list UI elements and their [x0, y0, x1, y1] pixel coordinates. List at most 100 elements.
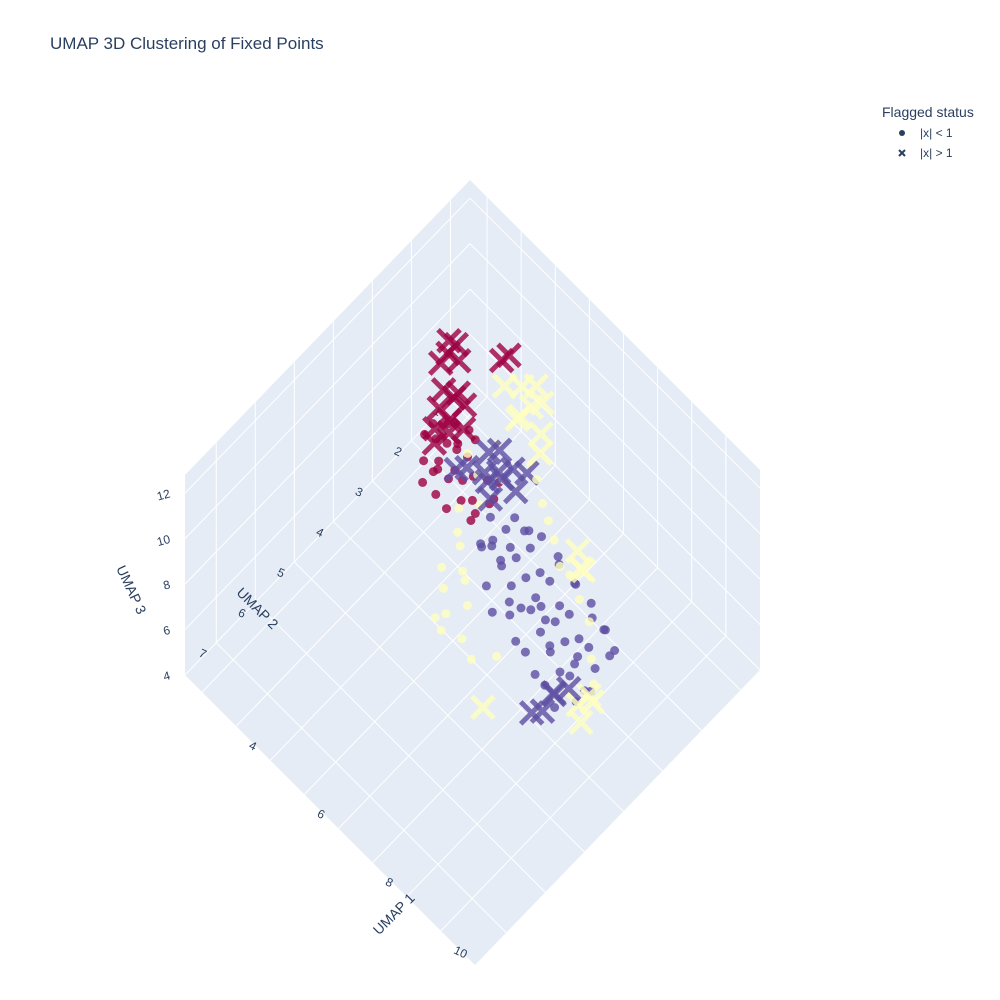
tick-label-umap3: 4: [162, 668, 172, 683]
point-yellow-circle: [430, 613, 440, 623]
point-yellow-circle: [436, 625, 446, 635]
gridline-x-floor: [440, 635, 727, 932]
point-purple-x: [486, 437, 513, 464]
point-yellow-x: [529, 390, 555, 416]
gridline-x-floor: [406, 601, 693, 898]
point-purple-circle: [487, 607, 497, 617]
legend-label: |x| > 1: [920, 146, 953, 160]
point-purple-x: [529, 698, 556, 724]
point-purple-x: [556, 675, 582, 702]
point-purple-circle: [511, 553, 521, 563]
point-yellow-circle: [584, 617, 594, 627]
point-purple-circle: [537, 532, 546, 542]
point-yellow-circle: [460, 575, 470, 585]
gridline-z-back: [469, 197, 761, 489]
point-yellow-circle: [549, 535, 559, 545]
side-wall-pane: [185, 180, 470, 675]
point-red-circle: [419, 456, 429, 466]
point-yellow-circle: [458, 566, 467, 576]
point-yellow-circle: [453, 527, 463, 537]
point-purple-circle: [520, 526, 529, 536]
tick-label-umap3: 10: [155, 532, 172, 549]
legend-label: |x| < 1: [920, 126, 953, 140]
tick-label-umap3: 12: [155, 486, 172, 503]
point-red-circle: [466, 516, 476, 525]
point-purple-circle: [536, 601, 546, 611]
point-purple-circle: [565, 671, 575, 681]
axis-title-umap1: UMAP 1: [370, 890, 418, 938]
point-purple-circle: [476, 539, 486, 549]
axis-panes: [185, 180, 760, 965]
point-purple-circle: [573, 652, 583, 662]
point-purple-circle: [530, 669, 540, 679]
point-red-circle: [456, 496, 466, 505]
point-red-x: [421, 430, 448, 456]
gridline-z-side: [184, 243, 471, 539]
point-yellow-circle: [439, 583, 448, 593]
point-red-circle: [442, 504, 451, 514]
circle-marker-icon: [899, 130, 905, 136]
gridline-x-floor: [269, 464, 556, 761]
gridline-z-side: [184, 288, 471, 585]
point-purple-x: [502, 478, 529, 505]
gridline-x-floor: [304, 499, 590, 795]
point-purple-circle: [560, 637, 570, 647]
point-purple-circle: [599, 625, 609, 635]
point-purple-circle: [555, 667, 565, 677]
point-purple-circle: [605, 651, 615, 661]
point-yellow-circle: [586, 654, 596, 664]
point-purple-circle: [553, 552, 563, 561]
gridline-y-floor: [411, 440, 702, 731]
point-purple-circle: [535, 568, 545, 578]
point-purple-circle: [550, 617, 560, 627]
tick-label-umap3: 8: [162, 577, 172, 592]
point-red-circle: [470, 509, 480, 518]
point-purple-circle: [545, 576, 555, 586]
gridline-y-floor: [372, 480, 663, 772]
point-yellow-circle: [575, 595, 584, 604]
point-purple-circle: [574, 634, 584, 644]
point-red-x: [445, 347, 472, 374]
point-purple-circle: [536, 627, 545, 637]
legend-item-x[interactable]: |x| > 1: [882, 144, 974, 164]
legend-title: Flagged status: [882, 104, 974, 120]
point-purple-circle: [525, 543, 535, 553]
point-purple-circle: [550, 703, 560, 712]
point-purple-circle: [584, 642, 594, 652]
data-points: [418, 327, 620, 736]
point-purple-circle: [526, 605, 536, 615]
gridline-y-floor: [293, 561, 585, 853]
gridline-x-floor: [372, 567, 659, 863]
point-purple-circle: [545, 641, 555, 651]
point-purple-circle: [510, 513, 520, 523]
point-red-x: [496, 342, 522, 369]
gridline-z-back: [469, 288, 761, 580]
legend-item-circle[interactable]: |x| < 1: [882, 124, 974, 144]
point-purple-circle: [487, 541, 497, 551]
point-red-circle: [442, 438, 452, 448]
gridline-z-side: [184, 379, 471, 676]
point-purple-circle: [531, 593, 541, 603]
chart-title: UMAP 3D Clustering of Fixed Points: [50, 34, 324, 53]
point-yellow-circle: [492, 651, 502, 661]
point-yellow-circle: [457, 634, 467, 644]
point-yellow-circle: [437, 562, 447, 572]
point-yellow-circle: [455, 541, 465, 551]
point-yellow-circle: [466, 654, 476, 664]
point-yellow-x: [570, 557, 597, 584]
point-purple-circle: [511, 636, 521, 646]
point-purple-circle: [501, 524, 511, 534]
point-yellow-circle: [532, 475, 542, 484]
gridline-z-back: [469, 243, 761, 534]
point-red-circle: [418, 477, 428, 487]
point-yellow-circle: [462, 601, 472, 610]
gridline-z-side: [184, 334, 471, 630]
point-purple-circle: [555, 601, 565, 611]
gridline-y-floor: [333, 521, 624, 812]
tick-label-umap1: 10: [452, 943, 470, 961]
point-purple-circle: [516, 603, 526, 613]
gridline-y-floor: [215, 642, 507, 934]
point-yellow-x: [523, 373, 549, 399]
